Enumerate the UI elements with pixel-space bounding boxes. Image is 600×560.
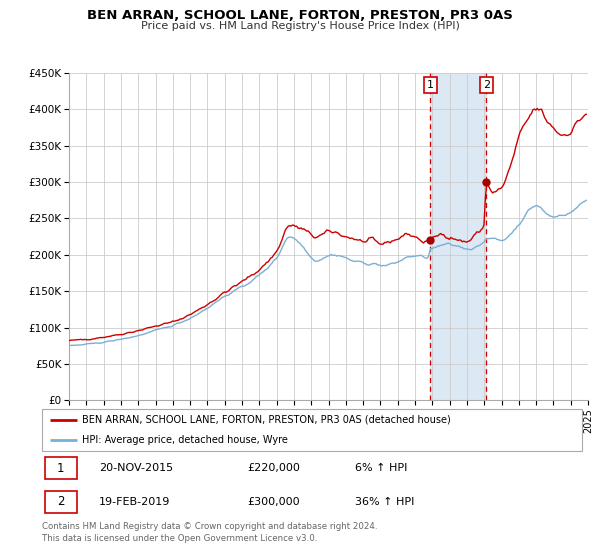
FancyBboxPatch shape <box>45 491 77 513</box>
Text: 2: 2 <box>57 496 65 508</box>
Text: BEN ARRAN, SCHOOL LANE, FORTON, PRESTON, PR3 0AS: BEN ARRAN, SCHOOL LANE, FORTON, PRESTON,… <box>87 9 513 22</box>
Bar <box>430 73 486 400</box>
Text: 6% ↑ HPI: 6% ↑ HPI <box>355 464 407 473</box>
Text: 36% ↑ HPI: 36% ↑ HPI <box>355 497 415 507</box>
Text: 20-NOV-2015: 20-NOV-2015 <box>98 464 173 473</box>
Text: Contains HM Land Registry data © Crown copyright and database right 2024.
This d: Contains HM Land Registry data © Crown c… <box>42 522 377 543</box>
Text: £300,000: £300,000 <box>247 497 300 507</box>
Text: Price paid vs. HM Land Registry's House Price Index (HPI): Price paid vs. HM Land Registry's House … <box>140 21 460 31</box>
Text: 1: 1 <box>427 80 434 90</box>
Text: HPI: Average price, detached house, Wyre: HPI: Average price, detached house, Wyre <box>83 435 289 445</box>
Text: £220,000: £220,000 <box>247 464 300 473</box>
FancyBboxPatch shape <box>45 458 77 479</box>
Text: 1: 1 <box>57 462 65 475</box>
Text: BEN ARRAN, SCHOOL LANE, FORTON, PRESTON, PR3 0AS (detached house): BEN ARRAN, SCHOOL LANE, FORTON, PRESTON,… <box>83 415 451 424</box>
Text: 2: 2 <box>483 80 490 90</box>
Text: 19-FEB-2019: 19-FEB-2019 <box>98 497 170 507</box>
